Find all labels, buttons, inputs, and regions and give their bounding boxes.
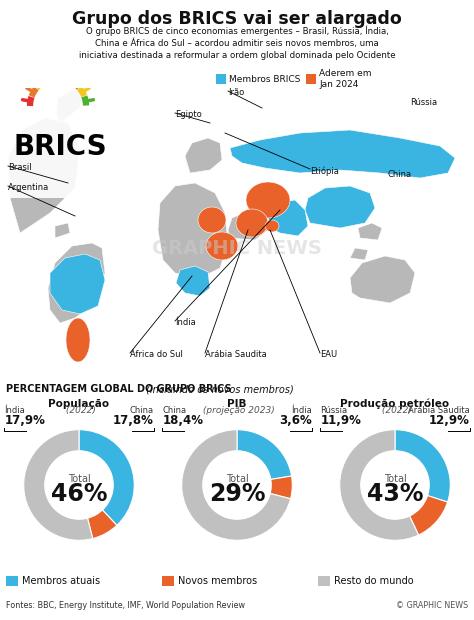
Text: Membros BRICS: Membros BRICS bbox=[229, 74, 301, 84]
Text: Total: Total bbox=[68, 474, 91, 484]
Polygon shape bbox=[158, 183, 228, 278]
Text: Aderem em
Jan 2024: Aderem em Jan 2024 bbox=[319, 69, 372, 89]
Polygon shape bbox=[176, 266, 210, 296]
Text: PIB: PIB bbox=[227, 399, 247, 409]
Text: China: China bbox=[388, 170, 412, 179]
Text: (2022): (2022) bbox=[63, 407, 95, 415]
Text: BRICS: BRICS bbox=[14, 133, 108, 161]
Wedge shape bbox=[24, 430, 93, 540]
Text: Fontes: BBC, Energy Institute, IMF, World Population Review: Fontes: BBC, Energy Institute, IMF, Worl… bbox=[6, 601, 245, 611]
Text: (2022): (2022) bbox=[379, 407, 411, 415]
Text: PERCENTAGEM GLOBAL DO GRUPO BRICS: PERCENTAGEM GLOBAL DO GRUPO BRICS bbox=[6, 384, 232, 394]
Text: Índia: Índia bbox=[175, 318, 196, 327]
Text: Rússia: Rússia bbox=[410, 98, 437, 107]
Text: Arábia Saudita: Arábia Saudita bbox=[408, 407, 470, 415]
Text: China: China bbox=[162, 407, 186, 415]
Polygon shape bbox=[56, 90, 82, 123]
Text: Produção petróleo: Produção petróleo bbox=[340, 398, 449, 409]
Text: 46%: 46% bbox=[51, 482, 107, 507]
Bar bbox=[216, 74, 226, 84]
Text: Rússia: Rússia bbox=[320, 407, 347, 415]
Polygon shape bbox=[228, 210, 268, 240]
Ellipse shape bbox=[246, 182, 290, 218]
Wedge shape bbox=[340, 430, 419, 540]
Text: Egipto: Egipto bbox=[175, 110, 202, 119]
Bar bbox=[318, 576, 330, 586]
Text: Total: Total bbox=[383, 474, 406, 484]
Ellipse shape bbox=[66, 318, 90, 362]
Text: População: População bbox=[48, 399, 109, 409]
Text: Etiópia: Etiópia bbox=[310, 166, 339, 175]
Wedge shape bbox=[88, 510, 117, 539]
Text: EAU: EAU bbox=[320, 350, 337, 359]
Text: Argentina: Argentina bbox=[8, 183, 49, 192]
Text: 3,6%: 3,6% bbox=[279, 414, 312, 427]
Polygon shape bbox=[48, 243, 105, 323]
Text: Total: Total bbox=[226, 474, 248, 484]
Polygon shape bbox=[8, 118, 80, 233]
Polygon shape bbox=[55, 223, 70, 238]
Text: Resto do mundo: Resto do mundo bbox=[334, 576, 414, 586]
Text: Arábia Saudita: Arábia Saudita bbox=[205, 350, 267, 359]
Text: Irão: Irão bbox=[228, 88, 244, 97]
Polygon shape bbox=[185, 138, 222, 173]
Ellipse shape bbox=[236, 209, 268, 237]
Text: (incluindo os novos membros): (incluindo os novos membros) bbox=[143, 384, 294, 394]
Text: Novos membros: Novos membros bbox=[178, 576, 257, 586]
Polygon shape bbox=[230, 130, 455, 178]
Bar bbox=[6, 576, 18, 586]
Text: Grupo dos BRICS vai ser alargado: Grupo dos BRICS vai ser alargado bbox=[72, 10, 402, 28]
Polygon shape bbox=[305, 186, 375, 228]
Text: 12,9%: 12,9% bbox=[429, 414, 470, 427]
Ellipse shape bbox=[265, 220, 279, 232]
FancyBboxPatch shape bbox=[2, 90, 150, 198]
Polygon shape bbox=[268, 200, 308, 236]
Bar bbox=[162, 576, 174, 586]
Wedge shape bbox=[270, 476, 292, 498]
Text: Membros atuais: Membros atuais bbox=[22, 576, 100, 586]
Ellipse shape bbox=[206, 232, 238, 260]
Wedge shape bbox=[182, 430, 291, 540]
Circle shape bbox=[361, 451, 429, 519]
Circle shape bbox=[203, 451, 271, 519]
Text: (projeção 2023): (projeção 2023) bbox=[200, 407, 274, 415]
Text: África do Sul: África do Sul bbox=[130, 350, 183, 359]
Wedge shape bbox=[79, 430, 134, 525]
Ellipse shape bbox=[198, 207, 226, 233]
Polygon shape bbox=[358, 223, 382, 240]
Text: O grupo BRICS de cinco economias emergentes – Brasil, Rússia, Índia,
China e Áfr: O grupo BRICS de cinco economias emergen… bbox=[79, 25, 395, 60]
Text: Índia: Índia bbox=[4, 407, 25, 415]
Text: 18,4%: 18,4% bbox=[162, 414, 203, 427]
Wedge shape bbox=[237, 430, 292, 479]
Text: 17,8%: 17,8% bbox=[113, 414, 154, 427]
Text: China: China bbox=[130, 407, 154, 415]
Text: Índia: Índia bbox=[291, 407, 312, 415]
Text: 29%: 29% bbox=[209, 482, 265, 507]
Text: GRAPHIC NEWS: GRAPHIC NEWS bbox=[152, 239, 322, 257]
Circle shape bbox=[45, 451, 113, 519]
Wedge shape bbox=[410, 495, 447, 535]
Bar bbox=[306, 74, 316, 84]
Wedge shape bbox=[395, 430, 450, 502]
Text: 11,9%: 11,9% bbox=[320, 414, 361, 427]
Text: © GRAPHIC NEWS: © GRAPHIC NEWS bbox=[396, 601, 468, 611]
Text: Brasil: Brasil bbox=[8, 163, 32, 172]
Polygon shape bbox=[350, 248, 368, 260]
Text: 43%: 43% bbox=[367, 482, 423, 507]
Polygon shape bbox=[350, 256, 415, 303]
Polygon shape bbox=[50, 254, 105, 314]
Text: 17,9%: 17,9% bbox=[4, 414, 45, 427]
